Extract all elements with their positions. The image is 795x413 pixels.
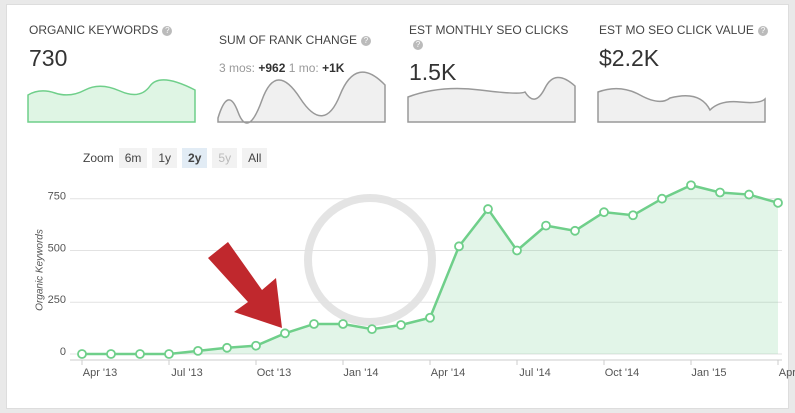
card-title: SUM OF RANK CHANGE — [219, 33, 389, 47]
x-tick-label: Oct '13 — [257, 367, 292, 379]
card-value: 1.5K — [409, 59, 457, 85]
point — [280, 328, 290, 339]
value: +962 — [258, 61, 286, 75]
card-title: EST MONTHLY SEO CLICKS — [409, 23, 579, 51]
zoom-button[interactable]: All — [242, 148, 268, 168]
value: +1K — [322, 61, 345, 75]
area — [82, 185, 778, 354]
zoom-button[interactable]: 6m — [118, 148, 148, 168]
point — [367, 324, 377, 335]
sparklines — [27, 71, 766, 124]
point — [599, 207, 609, 218]
point — [135, 349, 145, 359]
y-axis-label: Organic Keywords — [35, 229, 46, 311]
point — [251, 340, 261, 351]
point — [570, 225, 580, 236]
point — [541, 220, 551, 231]
zoom-button[interactable]: 1y — [152, 148, 178, 168]
zoom-button[interactable]: 5y — [212, 148, 238, 168]
y-tick-label: 250 — [48, 294, 66, 306]
sparkline — [27, 79, 196, 123]
point — [193, 345, 203, 356]
card-title: ORGANIC KEYWORDS — [29, 23, 199, 37]
x-tick-label: Jul '14 — [519, 367, 550, 379]
point — [715, 187, 725, 198]
zoom-label: Zoom — [83, 151, 114, 165]
label: 3 mos: — [219, 61, 256, 75]
point — [686, 180, 696, 191]
card-title: EST MO SEO CLICK VALUE — [599, 23, 769, 37]
card: EST MONTHLY SEO CLICKS 1.5K — [409, 23, 579, 86]
point — [744, 189, 754, 200]
card-value: $2.2K — [599, 45, 660, 71]
point — [222, 342, 232, 353]
watermark — [304, 194, 436, 326]
point — [164, 349, 174, 359]
plot: 0 250 500 750 Apr '13 Jul '13 Oct '13 Jan '14 Ap… — [48, 180, 795, 379]
sparkline — [407, 76, 576, 123]
x-tick-label: Jan '15 — [691, 367, 726, 379]
x-tick-label: Apr '13 — [83, 367, 118, 379]
label: 1 mo: — [288, 61, 319, 75]
point — [512, 245, 522, 256]
card-sub: 3 mos: +962 1 mo: +1K — [219, 61, 389, 75]
x-tick-label: Oct '14 — [605, 367, 640, 379]
point — [396, 320, 406, 330]
card-value: 730 — [29, 45, 68, 71]
x-tick-label: Jul '13 — [171, 367, 202, 379]
y-tick-label: 500 — [48, 242, 66, 254]
point — [425, 312, 435, 323]
y-tick-label: 750 — [48, 191, 66, 203]
y-tick-label: 0 — [60, 346, 66, 358]
arrow — [208, 242, 282, 328]
card: EST MO SEO CLICK VALUE $2.2K — [599, 23, 769, 72]
sparkline — [597, 87, 766, 123]
x-tick-label: Apr '14 — [431, 367, 466, 379]
point — [77, 349, 87, 359]
point — [657, 193, 667, 204]
point — [483, 204, 493, 214]
x-tick-label: Jan '14 — [343, 367, 378, 379]
x-tick-label: Apr '15 — [779, 367, 795, 379]
point — [454, 241, 464, 252]
sparkline — [217, 71, 386, 124]
point — [773, 197, 783, 208]
card: SUM OF RANK CHANGE 3 mos: +962 1 mo: +1K — [219, 33, 389, 75]
point — [628, 210, 638, 221]
point — [106, 349, 116, 359]
zoom-button[interactable]: 2y — [182, 148, 208, 168]
card: ORGANIC KEYWORDS 730 — [29, 23, 199, 72]
zoom-bar: Zoom 6m 1y 2y 5y All — [83, 148, 272, 168]
dashboard: ORGANIC KEYWORDS 730 SUM OF RANK CHANGE … — [6, 4, 789, 409]
point — [338, 319, 348, 329]
point — [309, 319, 319, 329]
